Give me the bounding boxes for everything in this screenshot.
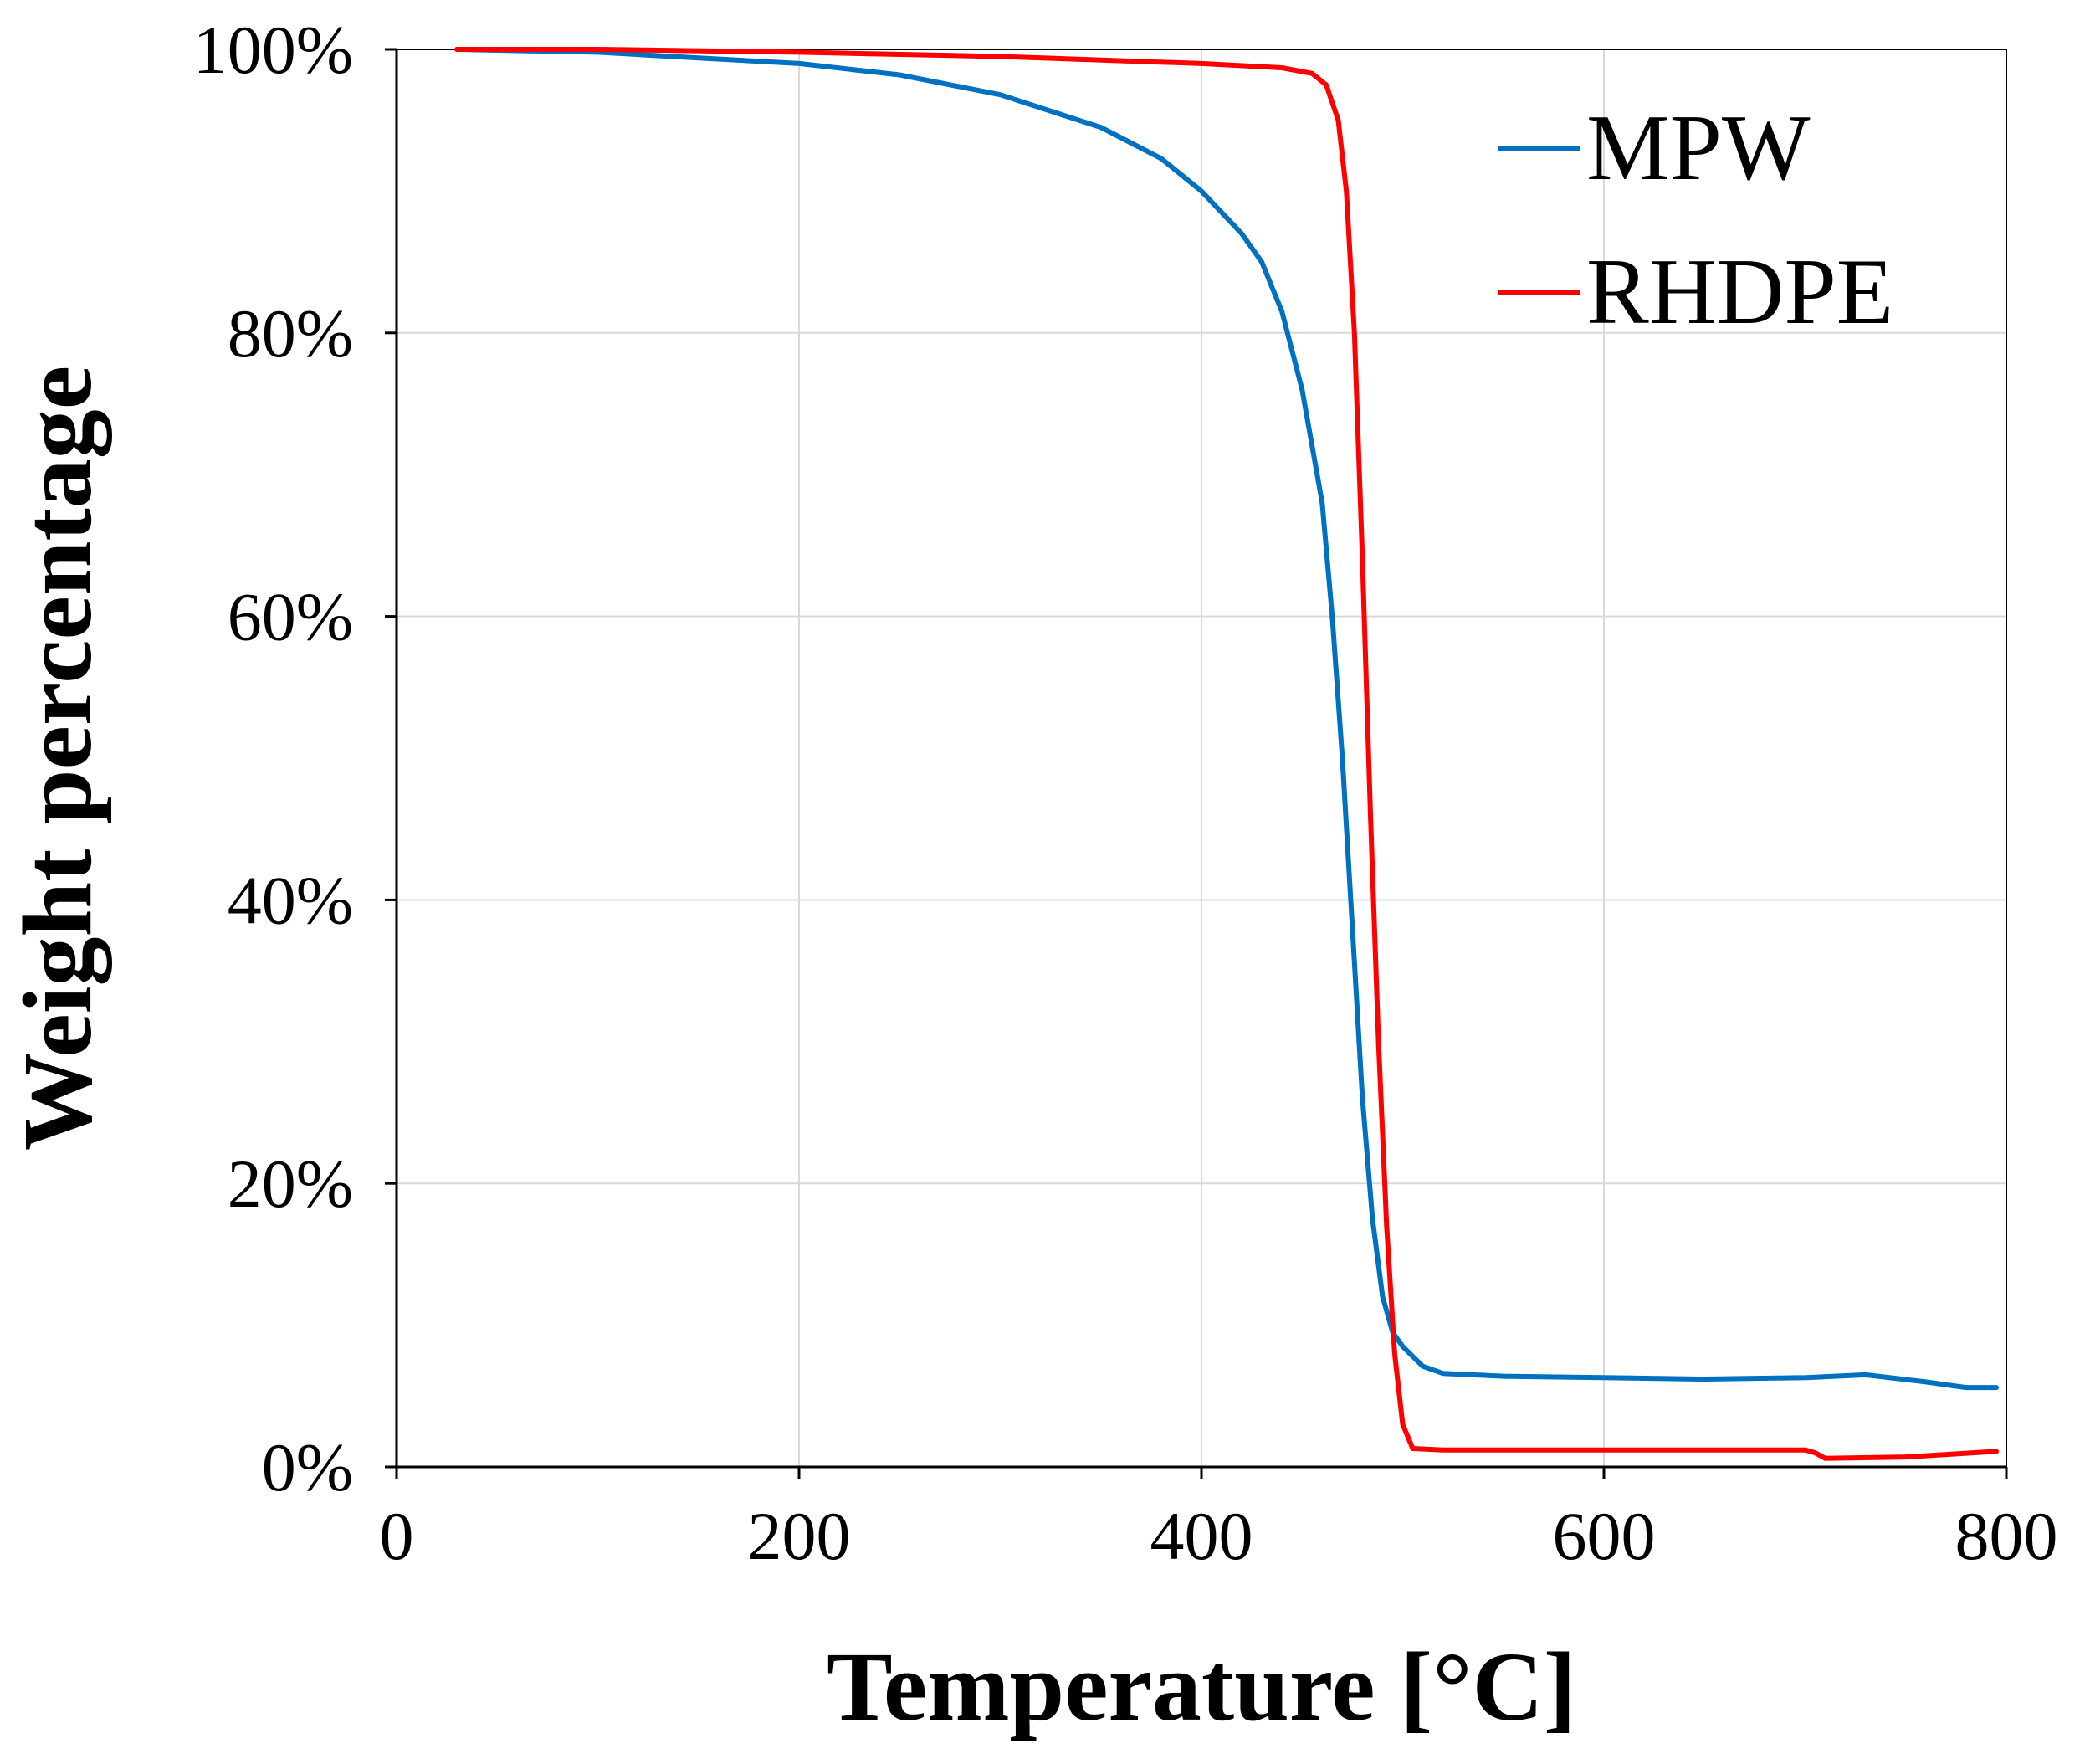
x-tick-label: 0 bbox=[380, 1498, 414, 1574]
grid-lines bbox=[397, 49, 2006, 1467]
legend: MPW RHDPE bbox=[1498, 96, 1893, 344]
series-line-mpw bbox=[454, 47, 1999, 1391]
x-tick-label: 400 bbox=[1150, 1498, 1253, 1574]
y-tick-label: 40% bbox=[228, 862, 353, 938]
y-tick-label: 100% bbox=[193, 12, 353, 88]
axis-ticks: 0 200 400 600 800 0% 20% 40% 60% 80% 100% bbox=[193, 12, 2058, 1574]
x-tick-label: 800 bbox=[1955, 1498, 2058, 1574]
y-tick-label: 20% bbox=[228, 1146, 353, 1222]
y-tick-label: 80% bbox=[228, 295, 353, 372]
x-tick-label: 200 bbox=[748, 1498, 851, 1574]
y-axis-title: Weight percentage bbox=[3, 366, 112, 1151]
legend-label-rhdpe: RHDPE bbox=[1586, 240, 1893, 344]
y-tick-label: 60% bbox=[228, 579, 353, 655]
y-tick-label: 0% bbox=[262, 1429, 353, 1505]
legend-label-mpw: MPW bbox=[1586, 96, 1811, 200]
x-tick-label: 600 bbox=[1553, 1498, 1656, 1574]
series-lines bbox=[454, 47, 1999, 1461]
series-line-rhdpe bbox=[454, 47, 1999, 1461]
x-axis-title: Temperature [°C] bbox=[827, 1632, 1576, 1741]
